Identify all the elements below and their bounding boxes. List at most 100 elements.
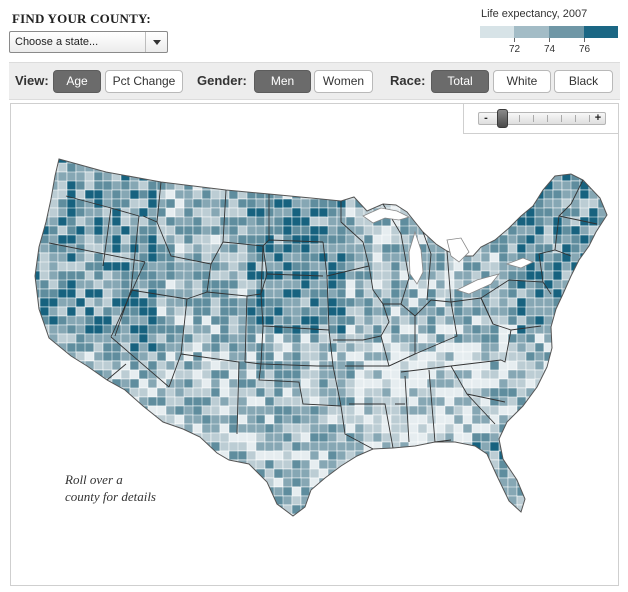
county[interactable] (210, 504, 221, 520)
county[interactable] (219, 486, 237, 497)
county[interactable] (174, 225, 185, 236)
county[interactable] (264, 279, 275, 290)
county[interactable] (570, 216, 581, 227)
county[interactable] (552, 459, 570, 476)
county[interactable] (247, 523, 256, 532)
county[interactable] (174, 459, 185, 470)
county[interactable] (318, 171, 336, 182)
county[interactable] (525, 504, 536, 520)
county[interactable] (606, 162, 618, 173)
county[interactable] (570, 468, 581, 479)
county[interactable] (57, 315, 68, 326)
county[interactable] (84, 405, 95, 416)
county[interactable] (165, 360, 176, 371)
county[interactable] (201, 405, 212, 416)
county[interactable] (525, 171, 536, 182)
county[interactable] (310, 523, 319, 532)
county[interactable] (75, 154, 93, 164)
county[interactable] (597, 387, 614, 398)
county[interactable] (282, 477, 293, 488)
county[interactable] (570, 405, 588, 416)
county[interactable] (498, 154, 509, 164)
county[interactable] (39, 342, 50, 353)
county[interactable] (336, 171, 347, 182)
county[interactable] (138, 396, 149, 407)
county[interactable] (471, 504, 482, 515)
county[interactable] (210, 270, 221, 281)
county[interactable] (588, 396, 599, 407)
county[interactable] (444, 513, 455, 529)
county[interactable] (597, 279, 614, 296)
county[interactable] (552, 342, 563, 353)
county[interactable] (219, 154, 230, 164)
county[interactable] (552, 154, 563, 164)
county[interactable] (354, 180, 365, 191)
county[interactable] (237, 306, 248, 317)
county[interactable] (93, 414, 111, 425)
county[interactable] (354, 162, 372, 179)
county[interactable] (246, 450, 257, 461)
county[interactable] (588, 270, 606, 281)
county[interactable] (363, 459, 374, 476)
county[interactable] (156, 189, 167, 200)
county[interactable] (264, 216, 275, 227)
county[interactable] (561, 324, 572, 335)
county[interactable] (579, 162, 590, 173)
county[interactable] (183, 333, 194, 344)
county[interactable] (48, 243, 59, 254)
county[interactable] (309, 154, 320, 170)
county[interactable] (390, 234, 401, 245)
county[interactable] (138, 441, 156, 452)
county[interactable] (129, 261, 140, 272)
county[interactable] (210, 405, 221, 416)
county[interactable] (516, 414, 534, 431)
county[interactable] (570, 513, 588, 523)
county[interactable] (156, 288, 167, 299)
county[interactable] (57, 360, 75, 371)
county[interactable] (417, 495, 435, 506)
county[interactable] (138, 154, 149, 164)
county[interactable] (606, 396, 616, 407)
county[interactable] (606, 423, 616, 434)
county[interactable] (273, 306, 284, 317)
county[interactable] (372, 495, 383, 512)
county[interactable] (570, 288, 581, 299)
county[interactable] (75, 414, 93, 431)
county[interactable] (318, 495, 329, 506)
county[interactable] (156, 513, 167, 523)
county[interactable] (309, 504, 320, 520)
county[interactable] (84, 171, 95, 182)
county[interactable] (300, 477, 311, 488)
county[interactable] (174, 450, 185, 461)
county[interactable] (246, 180, 257, 191)
county[interactable] (417, 324, 428, 335)
county[interactable] (588, 154, 599, 164)
county[interactable] (111, 423, 122, 434)
county[interactable] (372, 324, 383, 335)
county[interactable] (426, 513, 437, 523)
county[interactable] (102, 154, 120, 164)
county[interactable] (309, 369, 320, 380)
county[interactable] (129, 324, 140, 335)
county[interactable] (579, 432, 590, 443)
county[interactable] (282, 180, 293, 197)
county[interactable] (336, 378, 347, 389)
county[interactable] (552, 189, 563, 200)
county[interactable] (417, 513, 428, 529)
county[interactable] (399, 162, 410, 179)
county[interactable] (480, 369, 491, 380)
county[interactable] (472, 523, 481, 532)
county[interactable] (462, 450, 473, 461)
county[interactable] (264, 405, 275, 416)
county[interactable] (489, 243, 500, 254)
county[interactable] (246, 486, 257, 497)
state-select[interactable]: Choose a state... (9, 31, 168, 53)
county[interactable] (111, 198, 122, 209)
county[interactable] (39, 279, 50, 290)
county[interactable] (265, 523, 281, 532)
county[interactable] (174, 324, 185, 335)
county[interactable] (480, 495, 491, 512)
county[interactable] (201, 378, 212, 389)
county[interactable] (543, 486, 554, 497)
county[interactable] (417, 378, 428, 389)
